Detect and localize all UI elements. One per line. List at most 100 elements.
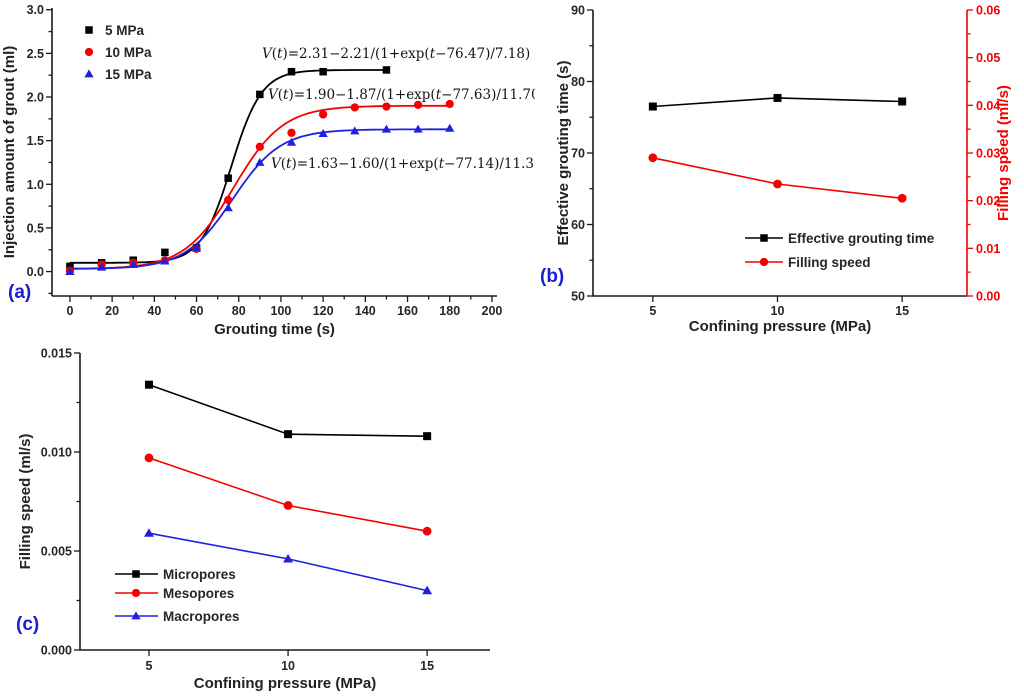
y-tick-label-right: 0.01	[976, 242, 1000, 256]
square-marker	[382, 66, 391, 74]
x-tick-label: 15	[895, 304, 909, 318]
panel-tag-a: (a)	[8, 282, 31, 303]
y-tick-label: 0.015	[41, 347, 72, 361]
legend-a: 5 MPa 10 MPa 15 MPa	[84, 23, 152, 82]
panel-tag-b: (b)	[540, 266, 564, 287]
triangle-marker	[255, 157, 265, 166]
square-marker	[224, 174, 232, 182]
triangle-marker	[318, 129, 328, 138]
triangle-marker	[445, 123, 455, 132]
x-tick-label: 0	[66, 304, 73, 318]
x-tick-label: 10	[771, 304, 785, 318]
y-tick-label-right: 0.00	[976, 290, 1000, 304]
triangle-marker	[422, 585, 433, 595]
legend-label: Mesopores	[163, 586, 234, 601]
panel-tag-c: (c)	[16, 614, 39, 635]
y-tick-label: 0.0	[27, 265, 44, 279]
axes-c	[79, 353, 490, 651]
circle-marker	[422, 526, 432, 536]
triangle-marker	[84, 69, 94, 78]
chart-a-svg: 0 20 40 60 80 100 120 140 160 180 200 0.0 0.5 1.0 1.5 2…	[1, 3, 548, 338]
y-axis-label-left: Effective grouting time (s)	[555, 60, 572, 245]
y-tick-label: 3.0	[27, 3, 44, 17]
series-15MPa	[65, 123, 455, 275]
square-marker	[85, 26, 93, 34]
chart-panel-a: 0 20 40 60 80 100 120 140 160 180 200 0.0 0.5 1.0 1.5 2…	[0, 0, 548, 340]
y-tick-label: 0.5	[27, 221, 44, 235]
axes-a	[51, 8, 497, 297]
square-marker	[760, 234, 768, 242]
square-marker	[256, 90, 264, 99]
triangle-marker	[131, 611, 141, 620]
triangle-marker	[160, 256, 170, 265]
x-tick-label: 20	[105, 304, 119, 318]
triangle-marker	[286, 137, 297, 146]
ticks-a	[46, 9, 493, 302]
circle-marker	[648, 153, 658, 163]
series-10MPa	[65, 99, 454, 275]
x-tick-label: 5	[146, 659, 153, 673]
y-tick-label-right: 0.03	[976, 147, 1000, 161]
series-line-Micropores	[148, 383, 428, 437]
square-marker	[132, 570, 140, 578]
x-axis-label: Grouting time (s)	[214, 321, 335, 338]
chart-c-svg: 5 10 15 0.000 0.005 0.010 0.015 Micropores Mesop…	[16, 347, 490, 692]
y-axis-label: Filling speed (ml/s)	[17, 434, 34, 570]
x-tick-label: 15	[420, 659, 434, 673]
y-tick-label: 1.0	[27, 178, 44, 192]
circle-marker	[131, 588, 141, 598]
circle-marker	[144, 453, 154, 463]
y-axis-label-right: Filling speed (ml/s)	[995, 85, 1012, 221]
series-Mesopores	[144, 453, 432, 536]
y-tick-label-left: 80	[571, 75, 585, 89]
y-tick-label-left: 50	[571, 290, 585, 304]
triangle-marker	[144, 528, 154, 537]
legend-label: Effective grouting time	[788, 231, 935, 246]
legend-label: 15 MPa	[105, 67, 152, 82]
square-marker	[287, 67, 296, 76]
legend-c: Micropores Mesopores Macropores	[115, 567, 240, 624]
circle-marker	[759, 257, 769, 267]
series-Micropores	[144, 380, 432, 441]
circle-marker	[84, 47, 94, 57]
circle-marker	[350, 103, 359, 112]
y-axis-label: Injection amount of grout (ml)	[1, 46, 18, 258]
legend-label: 10 MPa	[105, 45, 152, 60]
fit-equation: V(t)=1.63−1.60/(1+exp(t−77.14)/11.30)	[271, 156, 535, 172]
circle-marker	[287, 128, 296, 137]
triangle-marker	[350, 126, 360, 135]
y-tick-label-right: 0.04	[976, 99, 1000, 113]
circle-marker	[413, 100, 423, 110]
triangle-marker	[283, 553, 294, 563]
y-tick-label-right: 0.05	[976, 51, 1000, 65]
x-tick-label: 200	[482, 304, 503, 318]
fit-equation: V(t)=1.90−1.87/(1+exp(t−77.63)/11.70)	[268, 87, 535, 103]
chart-b-svg: 5 10 15 50 60 70 80 90 0.00 0.01 0.02 0.03 0.04 0.05 0…	[540, 4, 1012, 336]
square-marker	[284, 430, 293, 439]
legend-label: Micropores	[163, 567, 236, 582]
square-marker	[773, 93, 782, 102]
x-tick-label: 40	[147, 304, 161, 318]
x-tick-label: 160	[397, 304, 418, 318]
series-line-Mesopores	[148, 457, 428, 532]
y-tick-label-right: 0.06	[976, 4, 1000, 18]
x-tick-label: 10	[281, 659, 295, 673]
y-tick-label: 0.000	[41, 644, 72, 658]
y-tick-label: 2.5	[27, 47, 44, 61]
x-tick-label: 180	[439, 304, 460, 318]
triangle-marker	[381, 124, 392, 133]
legend-b: Effective grouting time Filling speed	[745, 231, 935, 270]
square-marker	[161, 248, 169, 257]
y-tick-label: 0.010	[41, 446, 72, 460]
x-tick-label: 100	[271, 304, 292, 318]
y-tick-label-left: 70	[571, 147, 585, 161]
series-left	[648, 93, 907, 111]
y-tick-label-right: 0.02	[976, 194, 1000, 208]
fit-equation: V(t)=2.31−2.21/(1+exp(t−76.47)/7.18)	[262, 46, 530, 62]
circle-marker	[382, 102, 391, 111]
square-marker	[144, 380, 153, 389]
x-tick-label: 140	[355, 304, 376, 318]
circle-marker	[897, 193, 907, 203]
triangle-marker	[191, 243, 202, 252]
